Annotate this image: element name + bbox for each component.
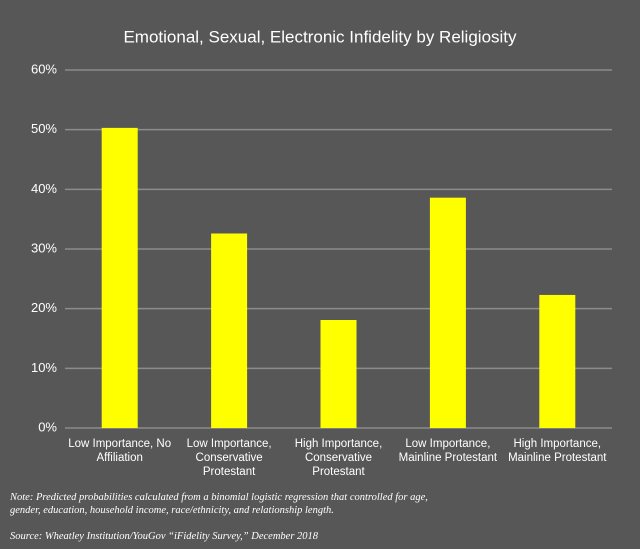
x-tick-label: Low Importance, Mainline Protestant: [398, 438, 498, 464]
bar: [539, 294, 576, 428]
y-tick-label: 10%: [31, 360, 57, 375]
y-tick-label: 50%: [31, 121, 57, 136]
bar: [320, 320, 357, 428]
chart-title: Emotional, Sexual, Electronic Infidelity…: [123, 27, 517, 46]
bar: [101, 127, 138, 429]
y-tick-label: 40%: [31, 181, 57, 196]
x-tick-label: Low Importance, Conservative Protestant: [186, 438, 272, 478]
x-tick-label: High Importance, Conservative Protestant: [294, 438, 383, 478]
bar: [211, 233, 248, 428]
source: Source: Wheatley Institution/YouGov “iFi…: [10, 531, 319, 542]
x-tick-label: Low Importance, No Affiliation: [68, 438, 172, 464]
y-tick-label: 60%: [31, 61, 57, 76]
y-tick-label: 0%: [38, 419, 57, 434]
note: Note: Predicted probabilities calculated…: [10, 492, 428, 516]
x-tick-label: High Importance, Mainline Protestant: [508, 438, 607, 464]
y-tick-label: 30%: [31, 240, 57, 255]
y-tick-label: 20%: [31, 300, 57, 315]
bar: [429, 197, 466, 428]
